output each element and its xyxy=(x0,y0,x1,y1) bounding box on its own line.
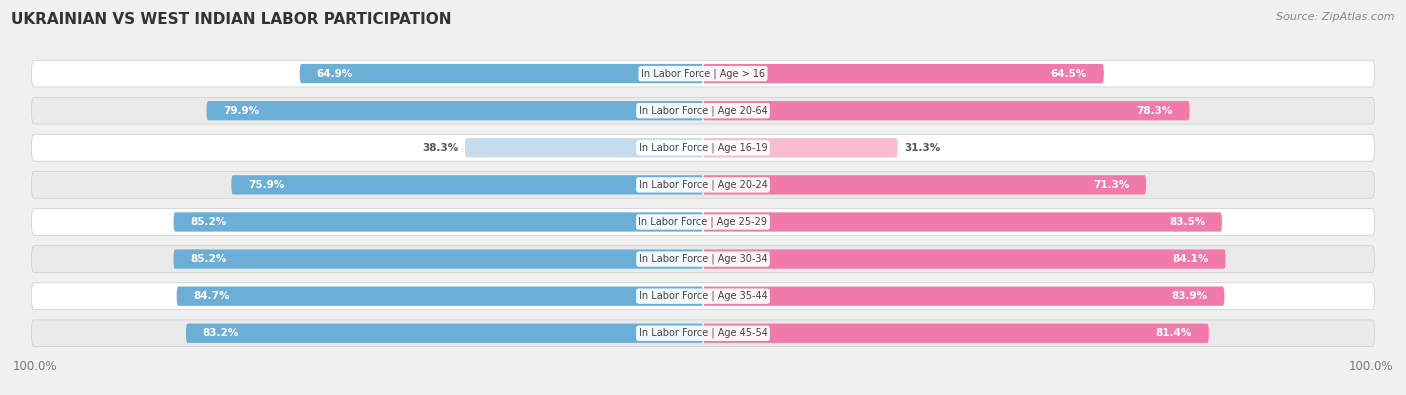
Legend: Ukrainian, West Indian: Ukrainian, West Indian xyxy=(602,393,804,395)
FancyBboxPatch shape xyxy=(31,283,1375,310)
Text: 83.9%: 83.9% xyxy=(1171,291,1208,301)
Text: 64.9%: 64.9% xyxy=(316,69,353,79)
FancyBboxPatch shape xyxy=(173,249,703,269)
Text: In Labor Force | Age 35-44: In Labor Force | Age 35-44 xyxy=(638,291,768,301)
FancyBboxPatch shape xyxy=(31,97,1375,124)
Text: 81.4%: 81.4% xyxy=(1156,328,1192,338)
Text: Source: ZipAtlas.com: Source: ZipAtlas.com xyxy=(1277,12,1395,22)
FancyBboxPatch shape xyxy=(31,60,1375,87)
Text: In Labor Force | Age 30-34: In Labor Force | Age 30-34 xyxy=(638,254,768,264)
FancyBboxPatch shape xyxy=(31,320,1375,346)
Text: In Labor Force | Age 20-24: In Labor Force | Age 20-24 xyxy=(638,180,768,190)
FancyBboxPatch shape xyxy=(31,246,1375,273)
Text: 85.2%: 85.2% xyxy=(190,254,226,264)
Text: 71.3%: 71.3% xyxy=(1092,180,1129,190)
FancyBboxPatch shape xyxy=(31,209,1375,235)
FancyBboxPatch shape xyxy=(177,286,703,306)
FancyBboxPatch shape xyxy=(703,138,897,158)
Text: UKRAINIAN VS WEST INDIAN LABOR PARTICIPATION: UKRAINIAN VS WEST INDIAN LABOR PARTICIPA… xyxy=(11,12,451,27)
FancyBboxPatch shape xyxy=(703,286,1225,306)
FancyBboxPatch shape xyxy=(207,101,703,120)
Text: 83.2%: 83.2% xyxy=(202,328,239,338)
Text: 79.9%: 79.9% xyxy=(224,106,259,116)
Text: 83.5%: 83.5% xyxy=(1168,217,1205,227)
FancyBboxPatch shape xyxy=(703,175,1146,194)
Text: 31.3%: 31.3% xyxy=(904,143,941,153)
Text: 64.5%: 64.5% xyxy=(1050,69,1087,79)
FancyBboxPatch shape xyxy=(31,171,1375,198)
Text: 85.2%: 85.2% xyxy=(190,217,226,227)
FancyBboxPatch shape xyxy=(232,175,703,194)
FancyBboxPatch shape xyxy=(703,324,1209,343)
Text: 38.3%: 38.3% xyxy=(422,143,458,153)
FancyBboxPatch shape xyxy=(173,213,703,231)
FancyBboxPatch shape xyxy=(186,324,703,343)
Text: 84.7%: 84.7% xyxy=(194,291,229,301)
FancyBboxPatch shape xyxy=(703,249,1226,269)
FancyBboxPatch shape xyxy=(703,64,1104,83)
Text: 78.3%: 78.3% xyxy=(1136,106,1173,116)
Text: In Labor Force | Age 16-19: In Labor Force | Age 16-19 xyxy=(638,143,768,153)
FancyBboxPatch shape xyxy=(465,138,703,158)
FancyBboxPatch shape xyxy=(703,101,1189,120)
Text: 84.1%: 84.1% xyxy=(1173,254,1209,264)
Text: In Labor Force | Age > 16: In Labor Force | Age > 16 xyxy=(641,68,765,79)
Text: In Labor Force | Age 25-29: In Labor Force | Age 25-29 xyxy=(638,217,768,227)
FancyBboxPatch shape xyxy=(31,134,1375,161)
Text: In Labor Force | Age 20-64: In Labor Force | Age 20-64 xyxy=(638,105,768,116)
Text: In Labor Force | Age 45-54: In Labor Force | Age 45-54 xyxy=(638,328,768,339)
FancyBboxPatch shape xyxy=(703,213,1222,231)
Text: 75.9%: 75.9% xyxy=(247,180,284,190)
FancyBboxPatch shape xyxy=(299,64,703,83)
